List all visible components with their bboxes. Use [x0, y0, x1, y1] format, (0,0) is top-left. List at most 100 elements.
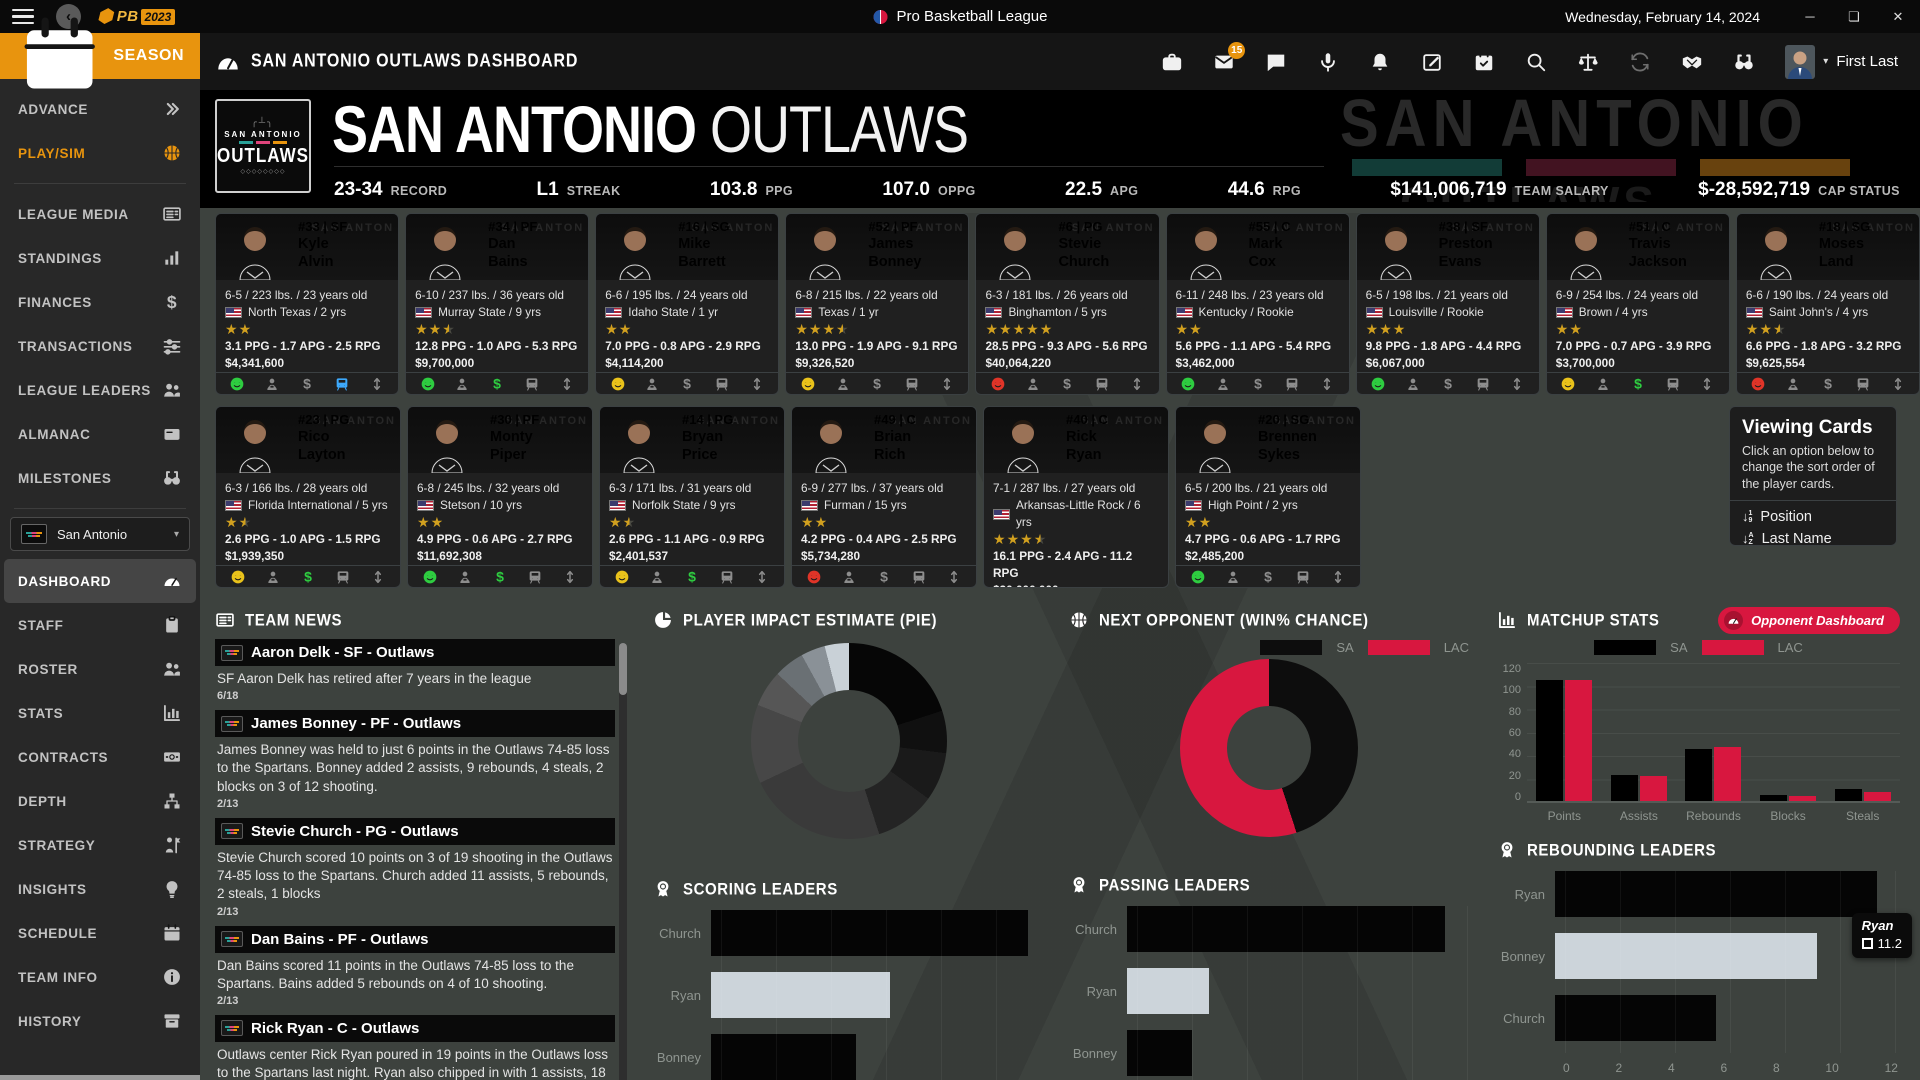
contract-dollar-icon[interactable]: $	[684, 569, 700, 585]
sidebar-item-schedule[interactable]: SCHEDULE	[0, 911, 200, 955]
sidebar-item-contracts[interactable]: CONTRACTS	[0, 735, 200, 779]
mail-icon[interactable]: 15	[1213, 41, 1246, 73]
bar-lac-blocks[interactable]	[1789, 796, 1817, 801]
sidebar-item-standings[interactable]: STANDINGS	[0, 236, 200, 280]
chat-icon[interactable]	[1265, 51, 1287, 73]
contract-dollar-icon[interactable]: $	[492, 569, 508, 585]
player-card-rich[interactable]: SAN ANTON #49 | C Brian Rich 6-9 / 277 l…	[791, 406, 977, 588]
refresh-icon[interactable]	[1629, 51, 1651, 73]
team-selector-dropdown[interactable]: San Antonio ▾	[10, 517, 190, 551]
binoculars-icon[interactable]	[1733, 51, 1755, 73]
bar-lac-rebounds[interactable]	[1714, 747, 1742, 801]
sidebar-item-advance[interactable]: ADVANCE	[0, 87, 200, 131]
leader-bar-ryan[interactable]	[1555, 871, 1877, 917]
player-card-sykes[interactable]: SAN ANTON #20 | SG Brennen Sykes 6-5 / 2…	[1175, 406, 1361, 588]
trade-block-icon[interactable]	[904, 376, 920, 392]
sidebar-item-milestones[interactable]: MILESTONES	[0, 456, 200, 500]
bell-icon[interactable]	[1369, 51, 1391, 73]
player-card-land[interactable]: SAN ANTON #18 | SG Moses Land 6-6 / 190 …	[1735, 213, 1920, 395]
player-card-layton[interactable]: SAN ANTON #23 | PG Rico Layton 6-3 / 166…	[215, 406, 401, 588]
user-menu[interactable]: ▾ First Last	[1785, 44, 1898, 79]
sidebar-item-league-leaders[interactable]: LEAGUE LEADERS	[0, 368, 200, 412]
agent-icon[interactable]	[835, 376, 851, 392]
agent-icon[interactable]	[1225, 569, 1241, 585]
morale-icon[interactable]	[229, 376, 245, 392]
trade-block-icon[interactable]	[714, 376, 730, 392]
sidebar-item-staff[interactable]: STAFF	[0, 603, 200, 647]
leader-bar-church[interactable]	[711, 910, 1029, 956]
leader-bar-ryan[interactable]	[1127, 968, 1210, 1014]
morale-icon[interactable]	[990, 376, 1006, 392]
leader-bar-ryan[interactable]	[711, 972, 891, 1018]
leader-bar-church[interactable]	[1555, 995, 1717, 1041]
morale-icon[interactable]	[610, 376, 626, 392]
morale-icon[interactable]	[1370, 376, 1386, 392]
bar-sa-blocks[interactable]	[1760, 795, 1788, 801]
trade-block-icon[interactable]	[334, 376, 350, 392]
trade-block-icon[interactable]	[1094, 376, 1110, 392]
sidebar-scrollbar[interactable]	[0, 1075, 200, 1080]
bar-lac-assists[interactable]	[1639, 776, 1667, 801]
move-icon[interactable]	[370, 569, 386, 585]
morale-icon[interactable]	[806, 569, 822, 585]
sidebar-item-transactions[interactable]: TRANSACTIONS	[0, 324, 200, 368]
trade-block-icon[interactable]	[1284, 376, 1300, 392]
contract-dollar-icon[interactable]: $	[1820, 376, 1836, 392]
sidebar-item-league-media[interactable]: LEAGUE MEDIA	[0, 192, 200, 236]
player-card-cox[interactable]: SAN ANTON #55 | C Mark Cox 6-11 / 248 lb…	[1165, 213, 1350, 395]
trade-block-icon[interactable]	[911, 569, 927, 585]
opponent-dashboard-button[interactable]: Opponent Dashboard	[1718, 606, 1900, 634]
bar-sa-steals[interactable]	[1834, 789, 1862, 801]
morale-icon[interactable]	[422, 569, 438, 585]
morale-icon[interactable]	[1750, 376, 1766, 392]
sidebar-item-team-info[interactable]: TEAM INFO	[0, 955, 200, 999]
player-card-price[interactable]: SAN ANTON #14 | PG Bryan Price 6-3 / 171…	[599, 406, 785, 588]
contract-dollar-icon[interactable]: $	[1059, 376, 1075, 392]
bar-sa-assists[interactable]	[1610, 775, 1638, 801]
sidebar-item-finances[interactable]: FINANCES $	[0, 280, 200, 324]
move-icon[interactable]	[559, 376, 575, 392]
news-item-header[interactable]: Rick Ryan - C - Outlaws	[215, 1014, 615, 1042]
morale-icon[interactable]	[1180, 376, 1196, 392]
search-icon[interactable]	[1525, 51, 1547, 73]
sidebar-item-depth[interactable]: DEPTH	[0, 779, 200, 823]
calendar-check-icon[interactable]	[1473, 51, 1495, 73]
trade-block-icon[interactable]	[719, 569, 735, 585]
minimize-button[interactable]: ─	[1805, 9, 1815, 24]
news-scrollbar-track[interactable]	[619, 643, 627, 1080]
agent-icon[interactable]	[649, 569, 665, 585]
maximize-button[interactable]: ❏	[1848, 8, 1860, 24]
leader-bar-bonney[interactable]	[711, 1034, 856, 1080]
player-card-evans[interactable]: SAN ANTON #38 | SF Preston Evans 6-5 / 1…	[1355, 213, 1540, 395]
agent-icon[interactable]	[841, 569, 857, 585]
agent-icon[interactable]	[1025, 376, 1041, 392]
close-button[interactable]: ✕	[1892, 8, 1904, 24]
morale-icon[interactable]	[800, 376, 816, 392]
move-icon[interactable]	[1129, 376, 1145, 392]
sidebar-item-almanac[interactable]: ALMANAC	[0, 412, 200, 456]
contract-dollar-icon[interactable]: $	[679, 376, 695, 392]
menu-icon[interactable]	[0, 0, 46, 33]
agent-icon[interactable]	[265, 569, 281, 585]
move-icon[interactable]	[1509, 376, 1525, 392]
morale-icon[interactable]	[1190, 569, 1206, 585]
move-icon[interactable]	[1330, 569, 1346, 585]
agent-icon[interactable]	[1785, 376, 1801, 392]
trade-block-icon[interactable]	[1475, 376, 1491, 392]
contract-dollar-icon[interactable]: $	[300, 569, 316, 585]
player-card-bonney[interactable]: SAN ANTON #52 | PF James Bonney 6-8 / 21…	[785, 213, 970, 395]
agent-icon[interactable]	[1215, 376, 1231, 392]
contract-dollar-icon[interactable]: $	[299, 376, 315, 392]
bar-sa-points[interactable]	[1536, 680, 1564, 801]
microphone-icon[interactable]	[1317, 51, 1339, 73]
move-icon[interactable]	[749, 376, 765, 392]
agent-icon[interactable]	[454, 376, 470, 392]
sidebar-item-history[interactable]: HISTORY	[0, 999, 200, 1043]
move-icon[interactable]	[1319, 376, 1335, 392]
scales-icon[interactable]	[1577, 51, 1599, 73]
player-card-ryan[interactable]: SAN ANTON #40 | C Rick Ryan 7-1 / 287 lb…	[983, 406, 1169, 588]
move-icon[interactable]	[369, 376, 385, 392]
morale-icon[interactable]	[1560, 376, 1576, 392]
player-card-church[interactable]: SAN ANTON #6 | PG Stevie Church 6-3 / 18…	[975, 213, 1160, 395]
player-card-bains[interactable]: SAN ANTON #34 | PF Dan Bains 6-10 / 237 …	[405, 213, 590, 395]
